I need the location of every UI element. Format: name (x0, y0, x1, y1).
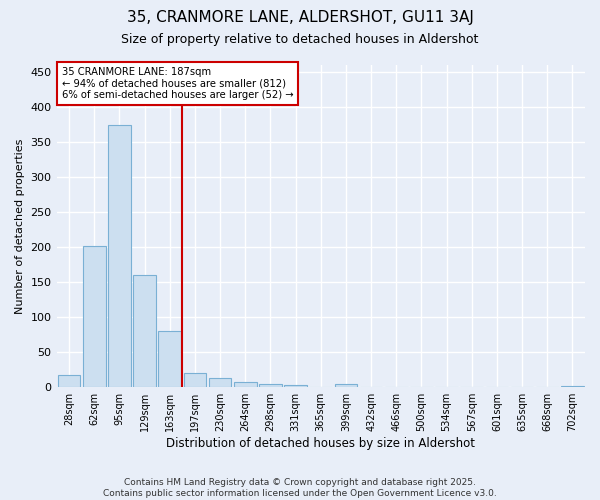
Y-axis label: Number of detached properties: Number of detached properties (15, 138, 25, 314)
Text: 35 CRANMORE LANE: 187sqm
← 94% of detached houses are smaller (812)
6% of semi-d: 35 CRANMORE LANE: 187sqm ← 94% of detach… (62, 66, 293, 100)
Bar (133, 275, 156, 387)
Text: Size of property relative to detached houses in Aldershot: Size of property relative to detached ho… (121, 32, 479, 46)
Bar (158, 331, 181, 387)
Text: Contains HM Land Registry data © Crown copyright and database right 2025.
Contai: Contains HM Land Registry data © Crown c… (103, 478, 497, 498)
Bar (335, 384, 357, 387)
Bar (108, 124, 131, 387)
Bar (58, 376, 80, 387)
Bar (234, 382, 257, 387)
Bar (184, 373, 206, 387)
Bar (284, 385, 307, 387)
Bar (83, 246, 106, 387)
Text: 35, CRANMORE LANE, ALDERSHOT, GU11 3AJ: 35, CRANMORE LANE, ALDERSHOT, GU11 3AJ (127, 10, 473, 25)
X-axis label: Distribution of detached houses by size in Aldershot: Distribution of detached houses by size … (166, 437, 475, 450)
Bar (561, 386, 584, 387)
Bar (259, 384, 282, 387)
Bar (209, 378, 232, 387)
